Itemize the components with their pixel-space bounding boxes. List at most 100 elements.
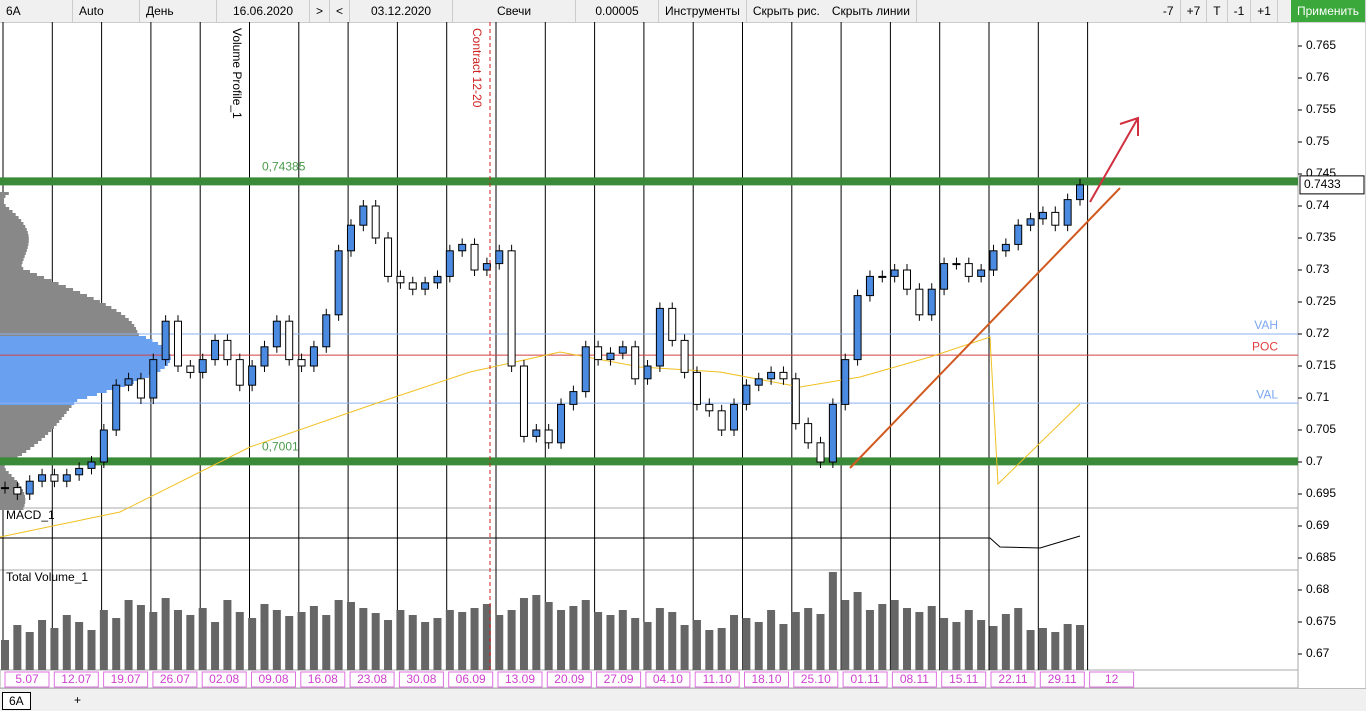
date-label: 12.07 xyxy=(61,672,91,686)
date-box xyxy=(152,671,198,688)
scale[interactable]: Auto xyxy=(73,0,140,22)
volume-profile xyxy=(0,411,67,414)
volume-profile xyxy=(0,396,88,399)
price-tick: 0.67 xyxy=(1306,646,1330,660)
volume-profile xyxy=(0,249,27,252)
date-label: 08.11 xyxy=(900,672,929,686)
candle xyxy=(62,474,71,482)
volume-profile xyxy=(0,408,70,411)
trend-line xyxy=(849,187,1121,469)
volume-bar xyxy=(507,610,516,670)
candle xyxy=(791,378,800,425)
button[interactable]: +7 xyxy=(1181,0,1208,22)
candle xyxy=(1,487,9,490)
volume-profile xyxy=(0,339,153,342)
volume-bar xyxy=(519,598,528,670)
candle xyxy=(124,378,133,386)
candle xyxy=(1001,243,1010,252)
candle xyxy=(334,250,343,316)
volume-profile xyxy=(0,438,42,441)
volume-profile xyxy=(0,225,26,228)
volume-profile xyxy=(0,444,35,447)
candle xyxy=(606,352,615,361)
volume-bar xyxy=(285,616,294,670)
candle xyxy=(581,346,590,393)
volume-profile xyxy=(0,387,117,390)
add-tab[interactable]: + xyxy=(74,693,82,707)
volume-profile xyxy=(0,477,15,480)
apply[interactable]: Применить xyxy=(1290,0,1366,22)
hide-drawings[interactable]: Скрыть рис. xyxy=(752,4,820,18)
volume-bar xyxy=(1076,625,1084,670)
volume-bar xyxy=(569,606,578,670)
candle xyxy=(680,339,689,373)
volume-profile xyxy=(0,330,138,333)
date-box xyxy=(694,671,740,688)
button[interactable]: +1 xyxy=(1251,0,1278,22)
candle xyxy=(964,263,973,277)
candle xyxy=(322,314,331,348)
candle xyxy=(149,359,158,399)
volume-bar xyxy=(655,608,664,670)
level-label: POC xyxy=(1252,339,1278,353)
volume-profile xyxy=(0,375,149,378)
panel-label: Total Volume_1 xyxy=(6,570,88,584)
tab[interactable]: 6A xyxy=(2,692,31,710)
to[interactable]: 03.12.2020 xyxy=(350,0,454,22)
candle xyxy=(668,307,677,341)
candle xyxy=(1014,224,1023,245)
date-box xyxy=(1039,671,1085,688)
candle xyxy=(173,320,182,367)
volume-profile xyxy=(0,324,135,327)
panel-label: MACD_1 xyxy=(6,508,55,522)
volume-profile xyxy=(0,348,167,351)
candle xyxy=(804,423,813,444)
button[interactable]: -1 xyxy=(1228,0,1252,22)
hide-lines[interactable]: Скрыть линии xyxy=(826,0,917,22)
candle xyxy=(878,275,887,278)
volume-bar xyxy=(495,615,504,670)
symbol[interactable]: 6A xyxy=(0,0,73,22)
volume-profile xyxy=(0,306,112,309)
step[interactable]: 0.00005 xyxy=(576,0,660,22)
volume-bar xyxy=(631,618,640,670)
candle xyxy=(977,269,986,277)
volume-bar xyxy=(692,620,701,670)
prev[interactable]: < xyxy=(330,0,351,22)
volume-profile xyxy=(0,267,24,270)
volume-bar xyxy=(940,618,949,670)
volume-profile xyxy=(0,405,72,408)
volume-profile xyxy=(0,492,25,495)
button[interactable]: T xyxy=(1207,0,1228,22)
volume-profile xyxy=(0,246,28,249)
date-label: 11.10 xyxy=(703,672,732,686)
vp-label: Volume Profile_1 xyxy=(230,28,244,119)
date-box xyxy=(793,671,839,688)
button[interactable]: -7 xyxy=(1157,0,1181,22)
volume-profile xyxy=(0,450,27,453)
volume-profile xyxy=(0,453,23,456)
from[interactable]: 16.06.2020 xyxy=(217,0,310,22)
candle xyxy=(13,487,22,495)
date-box xyxy=(201,671,247,688)
volume-bar xyxy=(680,625,689,670)
volume-bar xyxy=(1,640,9,670)
volume-profile xyxy=(0,210,13,213)
candle xyxy=(532,429,541,437)
period[interactable]: День xyxy=(140,0,217,22)
volume-profile xyxy=(0,435,45,438)
tools[interactable]: Инструменты xyxy=(659,0,747,22)
volume-bar xyxy=(445,610,454,670)
candle xyxy=(211,339,220,361)
candle xyxy=(482,263,491,271)
volume-profile xyxy=(0,258,24,261)
candle xyxy=(989,250,998,271)
next[interactable]: > xyxy=(310,0,331,22)
price-tick: 0.675 xyxy=(1306,614,1336,628)
candle xyxy=(136,378,145,399)
volume-bar xyxy=(186,615,195,670)
date-label: 02.08 xyxy=(209,672,239,686)
price-tick: 0.735 xyxy=(1306,230,1336,244)
style[interactable]: Свечи xyxy=(453,0,577,22)
candle xyxy=(458,243,467,252)
